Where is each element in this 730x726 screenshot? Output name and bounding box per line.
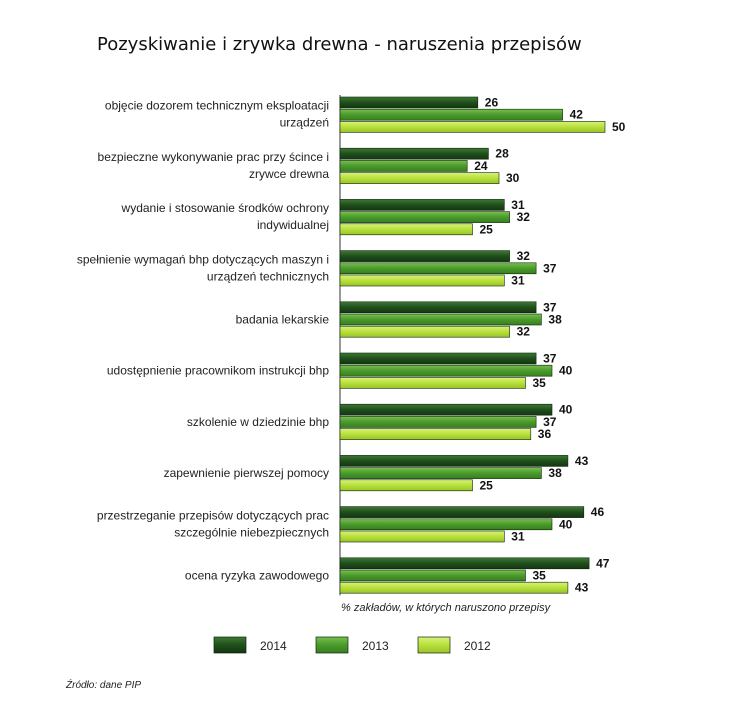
value-label: 43 [575,581,589,595]
value-label: 42 [570,108,584,122]
category-label: badania lekarskie [236,313,330,327]
value-label: 47 [596,556,610,570]
bar-2013 [339,518,553,531]
category-label-line: badania lekarskie [236,313,330,327]
category-label: udostępnienie pracownikom instrukcji bhp [107,364,329,378]
value-label: 35 [533,569,547,583]
bar-2012 [339,428,532,440]
value-label: 37 [543,415,557,429]
bar-2013 [339,108,563,121]
bar-2012 [339,479,473,492]
value-label: 37 [543,300,557,314]
value-label: 25 [480,222,494,236]
legend-swatch-2012 [417,636,451,654]
bar-2013 [339,467,542,479]
value-label: 43 [575,454,589,468]
bar-2014 [339,455,569,467]
value-label: 30 [506,171,520,185]
category-label: przestrzeganie przepisów dotyczących pra… [97,508,329,539]
bar-2013 [339,160,468,172]
bar-2014 [339,403,553,416]
category-label: szkolenie w dziedzinie bhp [187,415,329,429]
value-label: 50 [612,120,626,134]
bar-2012 [339,325,510,338]
value-label: 32 [517,325,531,339]
source-note: Źródło: dane PIP [65,678,141,691]
value-label: 38 [548,313,562,327]
value-label: 31 [511,274,525,288]
bar-2014 [339,301,537,314]
bar-2012 [339,377,526,389]
bar-2012 [339,581,569,594]
category-label-line: ocena ryzyka zawodowego [185,569,329,583]
category-label: zapewnienie pierwszej pomocy [164,466,329,480]
value-label: 40 [559,364,573,378]
category-label-line: indywidualnej [257,218,329,232]
legend-swatch-2014 [213,636,247,654]
legend-swatch-2013 [315,636,349,654]
category-label: objęcie dozorem technicznym eksploatacji… [105,99,329,130]
category-label-line: zrywce drewna [249,167,329,181]
bar-2014 [339,352,537,365]
value-label: 25 [480,478,494,492]
chart-title: Pozyskiwanie i zrywka drewna - naruszeni… [97,34,582,55]
legend-label-2014: 2014 [260,639,287,653]
value-label: 38 [548,466,562,480]
value-label: 24 [474,159,488,173]
bar-2013 [339,313,542,326]
bar-2014 [339,147,489,160]
legend-label-2013: 2013 [362,639,389,653]
bar-2013 [339,364,553,377]
category-label-line: spełnienie wymagań bhp dotyczących maszy… [77,252,329,266]
category-label-line: wydanie i stosowanie środków ochrony [121,201,329,215]
bar-2013 [339,262,537,275]
value-label: 37 [543,261,557,275]
bar-2012 [339,121,606,133]
category-label-line: szczególnie niebezpiecznych [174,525,329,539]
bar-2014 [339,96,479,109]
category-label: ocena ryzyka zawodowego [185,569,329,583]
bar-2013 [339,211,510,223]
value-label: 35 [533,376,547,390]
legend-label-2012: 2012 [464,639,491,653]
value-label: 40 [559,517,573,531]
category-label-line: urządzeń [280,116,329,130]
value-label: 26 [485,96,499,110]
bar-2014 [339,250,510,262]
category-label: wydanie i stosowanie środków ochrony indy… [121,201,329,232]
category-label-line: bezpieczne wykonywanie prac przy ścince … [98,150,329,164]
bar-2012 [339,274,505,287]
category-label: bezpieczne wykonywanie prac przy ścince … [98,150,330,181]
value-label: 46 [591,505,605,519]
category-label-line: szkolenie w dziedzinie bhp [187,415,329,429]
value-label: 32 [517,210,531,224]
bar-2014 [339,506,585,518]
bar-2012 [339,223,473,236]
value-label: 31 [511,198,525,212]
bar-2013 [339,416,537,428]
category-label-line: przestrzeganie przepisów dotyczących pra… [97,508,329,522]
category-label-line: objęcie dozorem technicznym eksploatacji [105,99,329,113]
value-label: 28 [495,147,509,161]
value-label: 31 [511,530,525,544]
bar-2014 [339,199,505,211]
category-label-line: udostępnienie pracownikom instrukcji bhp [107,364,329,378]
bar-2014 [339,557,590,570]
value-label: 36 [538,427,552,441]
value-label: 32 [517,249,531,263]
value-label: 37 [543,352,557,366]
category-label: spełnienie wymagań bhp dotyczących maszy… [77,252,329,283]
bar-2013 [339,569,526,582]
x-axis-note: % zakładów, w których naruszono przepisy [341,602,552,614]
category-label-line: zapewnienie pierwszej pomocy [164,466,329,480]
value-label: 40 [559,403,573,417]
category-label-line: urządzeń technicznych [207,269,329,283]
bar-2012 [339,172,500,184]
bar-2012 [339,530,505,543]
